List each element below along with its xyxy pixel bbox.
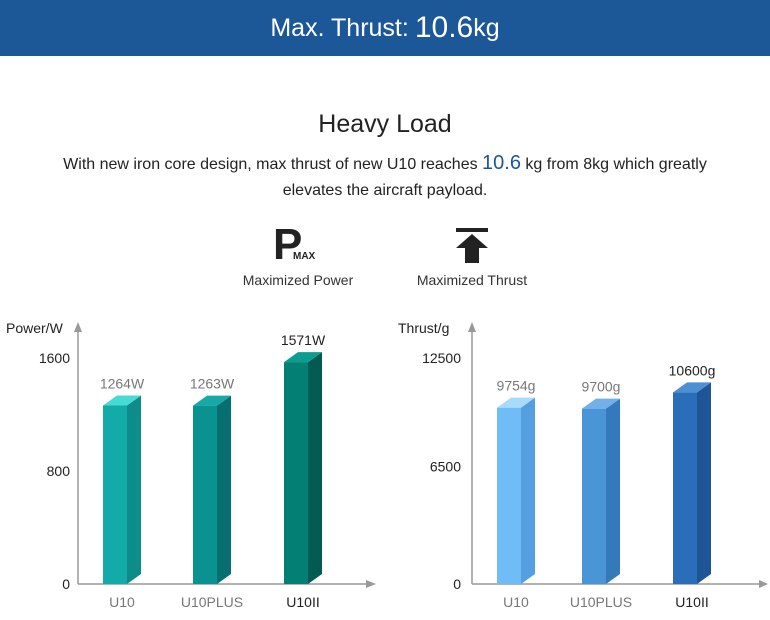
description-before: With new iron core design, max thrust of… (63, 156, 483, 173)
thrust-category-label: U10PLUS (570, 594, 632, 610)
thrust-bar-front (673, 392, 697, 584)
power-bar-top (193, 395, 231, 406)
thrust-bar-top (582, 398, 620, 409)
power-y-axis-arrow-icon (74, 322, 82, 332)
thrust-category-label: U10 (503, 594, 529, 610)
power-bar-front (103, 405, 127, 584)
power-bar (193, 395, 231, 584)
power-bar (103, 395, 141, 584)
feature-power: P MAX Maximized Power (223, 220, 373, 288)
thrust-bar (582, 398, 620, 584)
power-bar-front (193, 405, 217, 584)
thrust-data-label: 10600g (669, 362, 716, 378)
power-x-axis-arrow-icon (366, 580, 376, 588)
thrust-y-tick-label: 0 (453, 576, 461, 592)
p-max-icon: P MAX (273, 220, 323, 269)
feature-power-label: Maximized Power (242, 272, 354, 288)
banner-label: Max. Thrust: (270, 13, 409, 42)
power-category-label: U10II (286, 594, 319, 610)
thrust-y-tick-label: 12500 (422, 350, 461, 366)
thrust-data-label: 9700g (582, 379, 621, 395)
thrust-y-axis-arrow-icon (468, 322, 476, 332)
thrust-chart: Thrust/g 0 6500 12500 9754g 9700g 10600g U10… (398, 320, 768, 610)
power-bar-top (284, 352, 322, 363)
thrust-bar-side (606, 398, 620, 584)
thrust-y-axis-label: Thrust/g (398, 320, 449, 336)
thrust-bar (497, 397, 535, 584)
thrust-y-tick-label: 6500 (430, 458, 461, 474)
thrust-x-axis-arrow-icon (759, 580, 768, 588)
thrust-data-label: 9754g (497, 378, 536, 394)
power-bar-front (284, 362, 308, 584)
power-bar-side (127, 395, 141, 584)
power-y-tick-label: 1600 (39, 350, 70, 366)
power-y-tick-label: 800 (47, 463, 71, 479)
power-bar (284, 352, 322, 584)
thrust-bar (673, 382, 711, 584)
power-y-axis-label: Power/W (6, 320, 64, 336)
banner-unit: kg (473, 13, 500, 42)
feature-thrust: Maximized Thrust (397, 226, 547, 288)
power-bar-top (103, 395, 141, 406)
feature-thrust-label: Maximized Thrust (416, 272, 528, 288)
power-bar-side (308, 352, 322, 584)
power-chart: Power/W 0 800 1600 1264W 1263W 1571W U10 U10P… (6, 320, 376, 610)
description-after: kg from 8kg which greatly elevates the a… (282, 156, 707, 199)
banner-value: 10.6 (414, 11, 474, 44)
power-y-tick-label: 0 (62, 576, 70, 592)
power-bar-side (217, 395, 231, 584)
description-highlight: 10.6 (482, 152, 521, 174)
header-banner: Max. Thrust: 10.6 kg (0, 0, 770, 56)
thrust-bar-side (697, 382, 711, 584)
description: With new iron core design, max thrust of… (55, 150, 715, 204)
p-max-icon-sub: MAX (293, 251, 316, 262)
section-heading: Heavy Load (318, 110, 452, 138)
thrust-category-label: U10II (675, 594, 708, 610)
p-max-icon-main: P (273, 220, 303, 269)
thrust-bar-top (497, 397, 535, 408)
thrust-bar-front (582, 408, 606, 584)
thrust-bar-side (521, 397, 535, 584)
power-data-label: 1264W (100, 375, 145, 391)
power-category-label: U10PLUS (181, 594, 243, 610)
power-data-label: 1263W (190, 376, 235, 392)
thrust-bar-front (497, 407, 521, 584)
up-arrow-bar-icon (456, 228, 488, 263)
power-category-label: U10 (109, 594, 135, 610)
thrust-bar-top (673, 382, 711, 393)
power-data-label: 1571W (281, 332, 326, 348)
